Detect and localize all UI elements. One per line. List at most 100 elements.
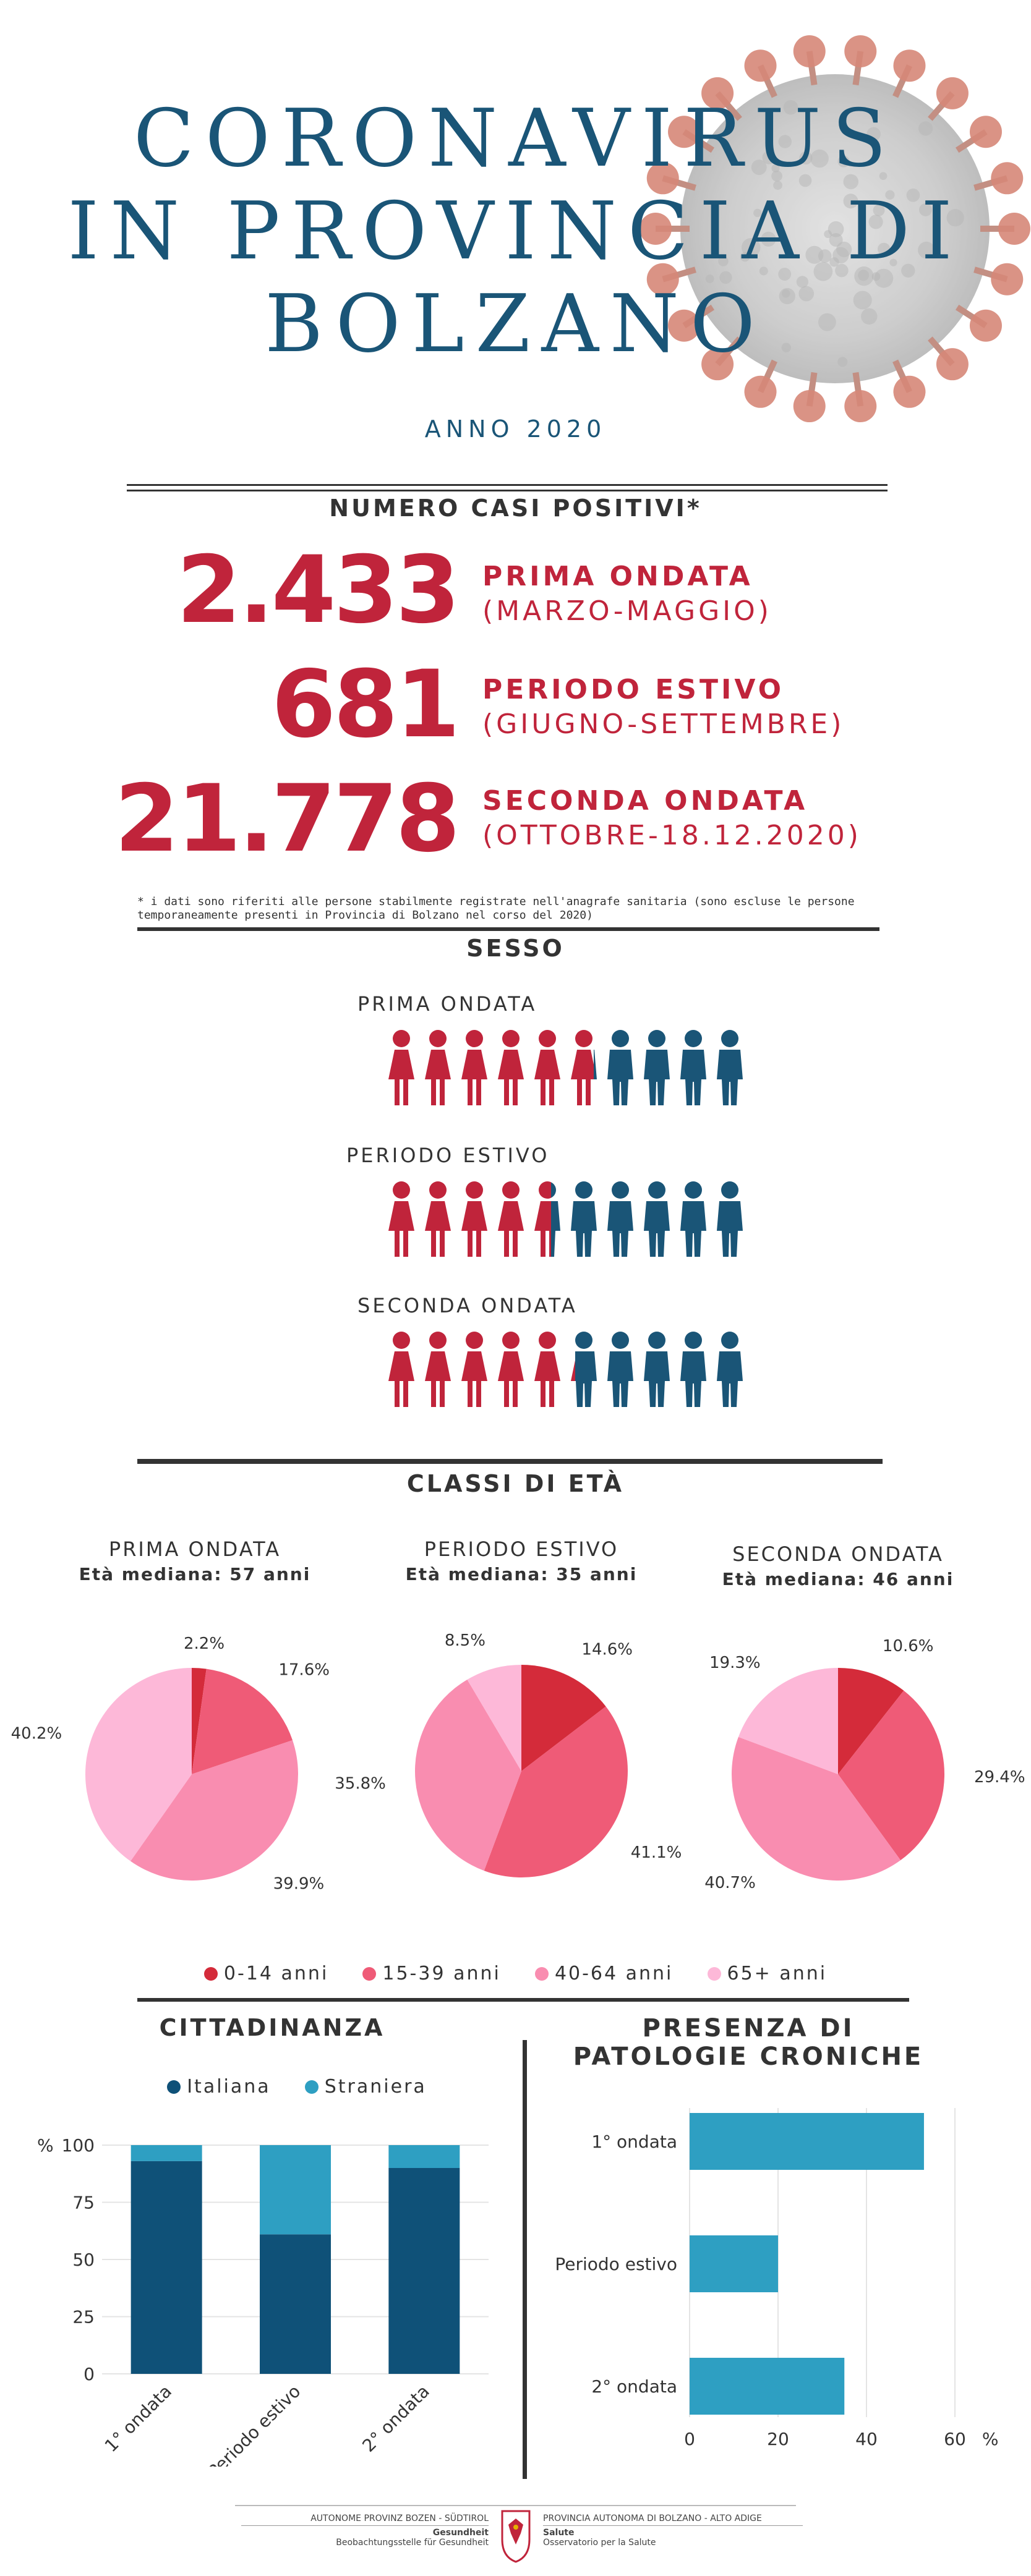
person-icon: [460, 1328, 490, 1414]
person-icon: [607, 1181, 633, 1257]
cases-number-3: 21.778: [111, 767, 458, 872]
person-icon: [680, 1332, 706, 1407]
person-icon: [423, 1328, 454, 1414]
sex-pictogram-row-1: [387, 1026, 758, 1113]
person-icon: [496, 1328, 527, 1414]
cases-footnote: * i dati sono riferiti alle persone stab…: [137, 895, 910, 922]
cases-label-2: PERIODO ESTIVO: [482, 673, 844, 707]
chronic-bar: [690, 2235, 778, 2292]
cases-number-1: 2.433: [111, 538, 458, 643]
legend-label-straniera: Straniera: [325, 2076, 427, 2098]
legend-dot-italiana: [167, 2080, 181, 2094]
legend-dot-15-39: [362, 1967, 376, 1981]
sex-pictogram-row-3: [387, 1328, 758, 1414]
x-tick-label: 40: [855, 2429, 878, 2449]
sex-wave-label-2: PERIODO ESTIVO: [346, 1144, 549, 1167]
coat-of-arms-logo: [500, 2509, 532, 2564]
x-tick-label: 0: [684, 2429, 695, 2449]
person-icon: [496, 1178, 527, 1264]
x-tick-label: 60: [944, 2429, 966, 2449]
person-icon: [387, 1178, 417, 1264]
age-legend: 0-14 anni 15-39 anni 40-64 anni 65+ anni: [0, 1963, 1031, 1984]
bar-italiana: [260, 2234, 331, 2374]
person-icon: [680, 1030, 706, 1105]
sex-wave-label-1: PRIMA ONDATA: [357, 992, 537, 1016]
age-title: CLASSI DI ETÀ: [0, 1470, 1031, 1497]
footnote-line-1: * i dati sono riferiti alle persone stab…: [137, 895, 910, 909]
y-unit-label: %: [37, 2135, 54, 2156]
footer-left-top: AUTONOME PROVINZ BOZEN - SÜDTIROL: [241, 2514, 489, 2526]
bar-italiana: [388, 2168, 460, 2374]
person-icon: [644, 1332, 670, 1407]
y-category-label: Periodo estivo: [555, 2254, 677, 2274]
chronic-bar: [690, 2358, 844, 2415]
bar-straniera: [260, 2145, 331, 2234]
bar-straniera: [388, 2145, 460, 2168]
legend-dot-40-64: [535, 1967, 549, 1981]
cases-label-1: PRIMA ONDATA: [482, 559, 772, 594]
pie-label: 29.4%: [974, 1768, 1025, 1787]
chronic-bar: [690, 2113, 924, 2170]
legend-label-15-39: 15-39 anni: [382, 1963, 500, 1984]
person-icon: [423, 1178, 454, 1264]
y-category-label: 1° ondata: [591, 2132, 677, 2152]
title-line-1: CORONAVIRUS: [0, 93, 1031, 185]
x-category-label: 1° ondata: [101, 2381, 176, 2456]
legend-item-40-64: 40-64 anni: [535, 1963, 673, 1984]
vertical-divider: [523, 2040, 527, 2479]
chronic-title-line-1: PRESENZA DI: [538, 2014, 959, 2043]
footer-right-top: PROVINCIA AUTONOMA DI BOLZANO - ALTO ADI…: [543, 2514, 803, 2526]
header-divider: [127, 484, 888, 491]
pie-label: 2.2%: [184, 1634, 225, 1653]
legend-item-15-39: 15-39 anni: [362, 1963, 500, 1984]
bar-italiana: [131, 2161, 202, 2374]
person-icon: [607, 1030, 633, 1105]
person-icon: [644, 1181, 670, 1257]
person-icon: [571, 1181, 597, 1257]
pie-label: 19.3%: [709, 1654, 761, 1672]
pie-label: 39.9%: [273, 1874, 325, 1893]
person-icon: [717, 1181, 743, 1257]
title-line-2: IN PROVINCIA DI: [0, 185, 1031, 278]
cases-label-3: SECONDA ONDATA: [482, 784, 862, 818]
citizenship-legend: Italiana Straniera: [111, 2076, 482, 2098]
legend-item-straniera: Straniera: [305, 2076, 427, 2098]
legend-label-0-14: 0-14 anni: [224, 1963, 328, 1984]
age-divider: [137, 1459, 883, 1464]
person-icon: [387, 1328, 417, 1414]
legend-dot-0-14: [204, 1967, 218, 1981]
pie-1-subtitle: Età mediana: 57 anni: [34, 1564, 356, 1584]
citizenship-chart: 0255075100%1° ondata Periodo estivo 2° ond…: [19, 2120, 513, 2467]
year-label: ANNO 2020: [0, 415, 1031, 443]
person-icon: [423, 1026, 454, 1113]
chronic-title-line-2: PATOLOGIE CRONICHE: [538, 2043, 959, 2071]
pie-label: 40.2%: [11, 1725, 62, 1743]
footer-right: PROVINCIA AUTONOMA DI BOLZANO - ALTO ADI…: [543, 2514, 803, 2548]
y-tick-label: 25: [72, 2307, 95, 2327]
legend-item-italiana: Italiana: [167, 2076, 270, 2098]
chronic-title: PRESENZA DI PATOLOGIE CRONICHE: [538, 2014, 959, 2071]
chronic-chart: 0 20 40 60 % 1° ondata Periodo estivo 2° ondata: [532, 2102, 1027, 2473]
person-icon: [569, 1026, 600, 1113]
legend-label-italiana: Italiana: [187, 2076, 270, 2098]
pie-2-subtitle: Età mediana: 35 anni: [361, 1564, 682, 1584]
footer-line: [235, 2505, 796, 2506]
footer-right-2: Osservatorio per la Salute: [543, 2538, 803, 2548]
x-category-label: Periodo estivo: [203, 2381, 304, 2467]
y-tick-label: 100: [62, 2135, 95, 2156]
citizenship-title: CITTADINANZA: [99, 2014, 445, 2041]
legend-item-0-14: 0-14 anni: [204, 1963, 328, 1984]
age-pies: 2.2% 17.6% 39.9% 40.2% 14.6% 41.1% 35.8% 8.5% 10…: [0, 1607, 1031, 1929]
person-icon: [717, 1030, 743, 1105]
pie-2-title: PERIODO ESTIVO: [361, 1537, 682, 1561]
cases-range-1: (MARZO-MAGGIO): [482, 594, 772, 629]
pie-3-title: SECONDA ONDATA: [677, 1542, 999, 1566]
x-unit-label: %: [982, 2429, 999, 2449]
y-tick-label: 75: [72, 2193, 95, 2213]
person-icon: [569, 1328, 600, 1414]
legend-dot-65-plus: [708, 1967, 721, 1981]
title-line-3: BOLZANO: [0, 278, 1031, 371]
cases-number-2: 681: [111, 652, 458, 757]
sex-pictogram-row-2: [387, 1178, 758, 1264]
cases-period-1: PRIMA ONDATA (MARZO-MAGGIO): [482, 559, 772, 629]
